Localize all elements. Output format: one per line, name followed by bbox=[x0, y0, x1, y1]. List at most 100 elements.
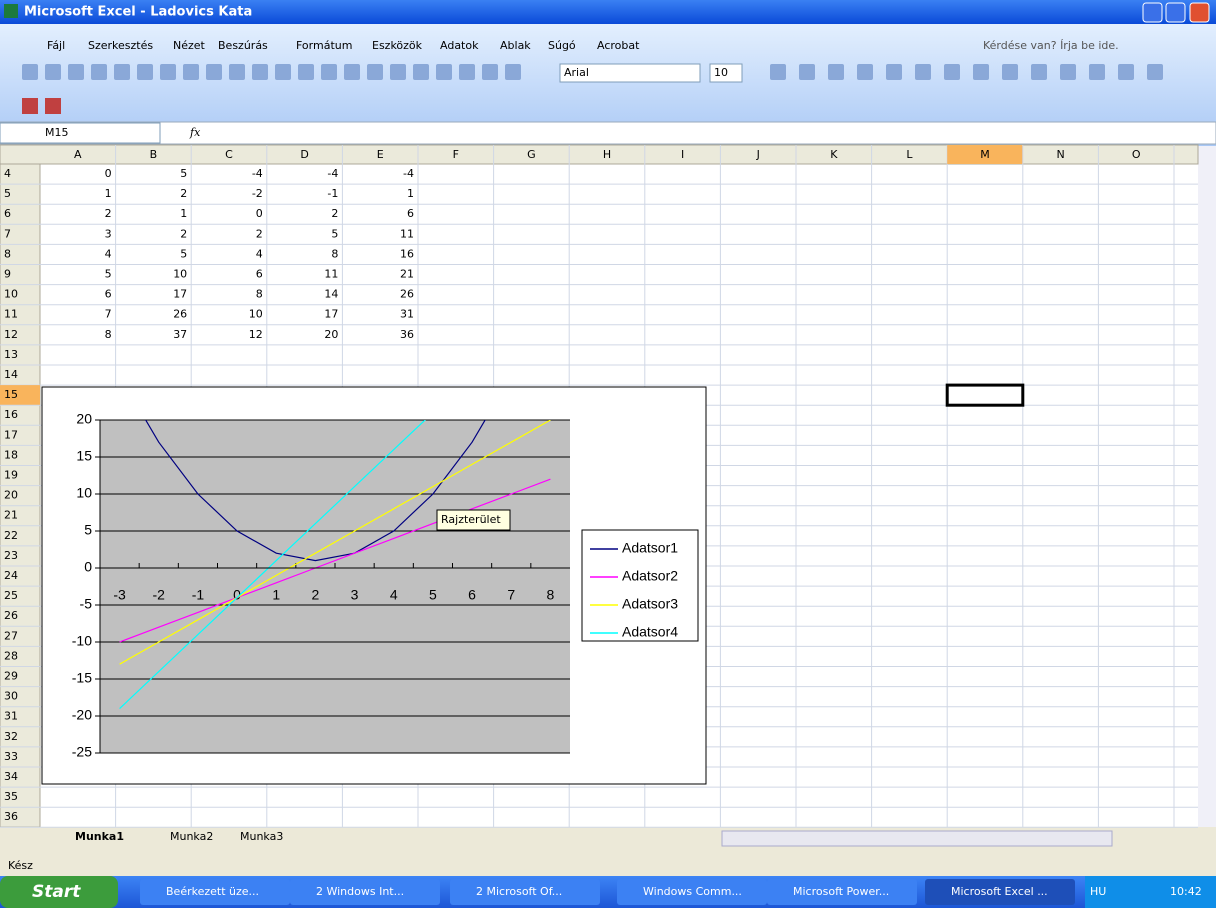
row-header: 13 bbox=[4, 348, 18, 361]
toolbar-icon bbox=[160, 64, 176, 80]
row-header: 24 bbox=[4, 569, 18, 582]
row-header: 31 bbox=[4, 710, 18, 723]
toolbar-icon bbox=[857, 64, 873, 80]
menu-item[interactable]: Súgó bbox=[548, 39, 576, 52]
h-scrollbar[interactable] bbox=[721, 830, 1113, 847]
maximize[interactable] bbox=[1165, 2, 1186, 23]
cell: 6 bbox=[407, 207, 414, 220]
task-button[interactable] bbox=[925, 879, 1075, 905]
font-size: 10 bbox=[714, 66, 728, 79]
column-header-bar bbox=[0, 144, 1199, 165]
sheet-tab[interactable]: Munka3 bbox=[240, 830, 283, 843]
cell: 6 bbox=[105, 288, 112, 301]
menu-item[interactable]: Formátum bbox=[296, 39, 352, 52]
name-box[interactable] bbox=[0, 122, 161, 144]
toolbar-icon bbox=[298, 64, 314, 80]
cell: 2 bbox=[331, 207, 338, 220]
minimize[interactable] bbox=[1142, 2, 1163, 23]
cell: 8 bbox=[256, 288, 263, 301]
row-header: 26 bbox=[4, 609, 18, 622]
toolbar-icon bbox=[1031, 64, 1047, 80]
toolbar-icon bbox=[973, 64, 989, 80]
toolbar-icon bbox=[22, 64, 38, 80]
row-header: 29 bbox=[4, 670, 18, 683]
series-line bbox=[119, 478, 551, 643]
column-header: H bbox=[603, 148, 611, 161]
cell: 0 bbox=[105, 167, 112, 180]
active-row-header bbox=[0, 385, 40, 406]
column-header: D bbox=[300, 148, 308, 161]
plot-area bbox=[100, 420, 570, 753]
column-header: E bbox=[377, 148, 384, 161]
cell: -2 bbox=[252, 187, 263, 200]
close[interactable] bbox=[1189, 2, 1210, 23]
cell: 2 bbox=[180, 187, 187, 200]
y-tick-label: -20 bbox=[72, 707, 92, 723]
task-button[interactable] bbox=[290, 879, 440, 905]
toolbar-icon bbox=[229, 64, 245, 80]
task-label: Beérkezett üze... bbox=[166, 885, 259, 898]
cell: 3 bbox=[105, 227, 112, 240]
task-button[interactable] bbox=[767, 879, 917, 905]
toolbar-icon bbox=[390, 64, 406, 80]
row-header: 25 bbox=[4, 589, 18, 602]
sheet-tab[interactable]: Munka2 bbox=[170, 830, 213, 843]
plot-lines bbox=[119, 420, 551, 710]
cell: 26 bbox=[400, 288, 414, 301]
toolbar-icon bbox=[367, 64, 383, 80]
menu-item[interactable]: Szerkesztés bbox=[88, 39, 153, 52]
toolbar-icon bbox=[1002, 64, 1018, 80]
column-header: C bbox=[225, 148, 233, 161]
cell: -1 bbox=[327, 187, 338, 200]
toolbar-icon bbox=[1089, 64, 1105, 80]
font-box[interactable] bbox=[559, 63, 701, 83]
column-header: L bbox=[906, 148, 913, 161]
v-scrollbar[interactable] bbox=[1198, 146, 1216, 827]
help-box[interactable]: Kérdése van? Írja be ide. bbox=[983, 39, 1119, 52]
size-box[interactable] bbox=[709, 63, 743, 83]
cell: 8 bbox=[331, 247, 338, 260]
title-bar bbox=[0, 0, 1216, 24]
sheet-tab[interactable]: Munka1 bbox=[75, 830, 124, 843]
task-button[interactable] bbox=[140, 879, 290, 905]
task-label: 2 Microsoft Of... bbox=[476, 885, 562, 898]
toolbar-icon bbox=[321, 64, 337, 80]
task-label: Microsoft Power... bbox=[793, 885, 889, 898]
cell: 0 bbox=[256, 207, 263, 220]
row-header: 30 bbox=[4, 690, 18, 703]
column-header: J bbox=[756, 148, 760, 161]
start-button[interactable] bbox=[0, 876, 118, 908]
cell: 20 bbox=[324, 328, 338, 341]
x-tick-label: 6 bbox=[468, 587, 476, 603]
row-header: 36 bbox=[4, 810, 18, 823]
toolbar-icon bbox=[137, 64, 153, 80]
menu-item[interactable]: Ablak bbox=[500, 39, 531, 52]
menu-item[interactable]: Acrobat bbox=[597, 39, 640, 52]
app-icon bbox=[4, 4, 18, 18]
row-header: 16 bbox=[4, 408, 18, 421]
cell: 16 bbox=[400, 247, 414, 260]
task-button[interactable] bbox=[617, 879, 767, 905]
x-tick-label: -1 bbox=[192, 587, 205, 603]
menu-item[interactable]: Beszúrás bbox=[218, 39, 268, 52]
menu-item[interactable]: Fájl bbox=[47, 39, 65, 52]
toolbar-icon bbox=[459, 64, 475, 80]
toolbar-icon bbox=[482, 64, 498, 80]
cell: 1 bbox=[180, 207, 187, 220]
task-button[interactable] bbox=[450, 879, 600, 905]
x-tick-label: 4 bbox=[390, 587, 398, 603]
row-header: 35 bbox=[4, 790, 18, 803]
cell: 4 bbox=[105, 247, 112, 260]
menu-item[interactable]: Eszközök bbox=[372, 39, 423, 52]
fx: fx bbox=[189, 126, 201, 139]
row-header: 10 bbox=[4, 288, 18, 301]
cell: 37 bbox=[173, 328, 187, 341]
toolbar-icon bbox=[886, 64, 902, 80]
toolbar-icon bbox=[915, 64, 931, 80]
menu-item[interactable]: Nézet bbox=[173, 39, 206, 52]
cell: 5 bbox=[105, 268, 112, 281]
y-tick-label: 20 bbox=[76, 411, 92, 427]
series-line bbox=[144, 420, 486, 562]
menu-item[interactable]: Adatok bbox=[440, 39, 479, 52]
tooltip-box bbox=[436, 509, 511, 531]
